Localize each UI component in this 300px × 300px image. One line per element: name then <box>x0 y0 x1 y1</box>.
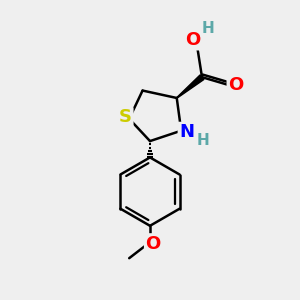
Text: O: O <box>145 235 160 253</box>
Polygon shape <box>177 75 204 98</box>
Text: H: H <box>202 21 214 36</box>
Text: H: H <box>197 133 210 148</box>
Text: O: O <box>228 76 243 94</box>
Text: O: O <box>185 31 201 49</box>
Text: S: S <box>119 108 132 126</box>
Text: N: N <box>179 123 194 141</box>
